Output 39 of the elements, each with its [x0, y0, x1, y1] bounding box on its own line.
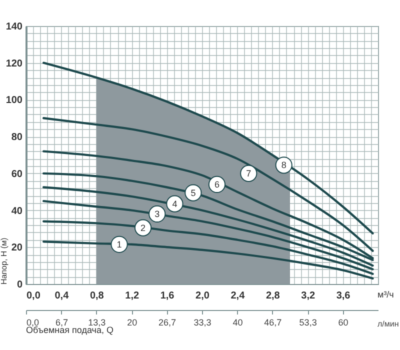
x2-tick-label: 6,7 — [55, 318, 68, 328]
x2-tick-label: 0,0 — [26, 318, 40, 328]
x2-tick-label: 40 — [232, 318, 243, 328]
y-tick-label: 140 — [6, 22, 23, 32]
x-tick-label: 2,4 — [230, 290, 246, 302]
annotation: 4 — [172, 198, 178, 209]
x-tick-label: 1,2 — [125, 290, 140, 302]
x2-tick-label: 13,3 — [88, 318, 106, 328]
annotation: 5 — [190, 188, 196, 198]
y-tick-label: 40 — [11, 206, 23, 217]
x2-tick-label: 20 — [127, 318, 138, 328]
x-axis-title: м³/ч — [378, 290, 394, 300]
x-tick-label: 1,6 — [160, 290, 175, 302]
x2-tick-label: 33,3 — [194, 318, 212, 328]
y-tick-label: 100 — [6, 95, 23, 106]
x2-tick-label: 46,7 — [264, 318, 282, 328]
x-tick-label: 0,4 — [54, 290, 70, 302]
x-tick-label: 3,2 — [301, 290, 316, 302]
x2-tick-label: 60 — [338, 318, 348, 328]
x2-tick-label: 26,7 — [158, 318, 176, 328]
y-tick-label: 120 — [6, 58, 23, 70]
x2-axis-title: л/мин — [378, 320, 399, 328]
x2-tick-label: 53,3 — [299, 318, 317, 328]
annotation: 2 — [140, 222, 146, 233]
annotation: 3 — [154, 208, 160, 219]
annotation: 7 — [246, 168, 252, 178]
annotation: 8 — [281, 160, 286, 170]
y-tick-label: 60 — [11, 168, 23, 180]
x-tick-label: 2,0 — [196, 290, 210, 302]
x-tick-label: 0,8 — [90, 290, 104, 302]
x-tick-label: 3,6 — [336, 290, 351, 302]
annotation: 1 — [116, 239, 122, 250]
y-tick-label: 0 — [16, 280, 23, 290]
y-axis-title: Напор, H (м) — [0, 237, 8, 284]
annotation: 6 — [214, 179, 220, 190]
y-tick-label: 80 — [11, 132, 23, 144]
y-tick-label: 20 — [11, 242, 23, 254]
x-tick-label: 2,8 — [266, 290, 280, 302]
x-tick-label: 0,0 — [26, 290, 41, 302]
